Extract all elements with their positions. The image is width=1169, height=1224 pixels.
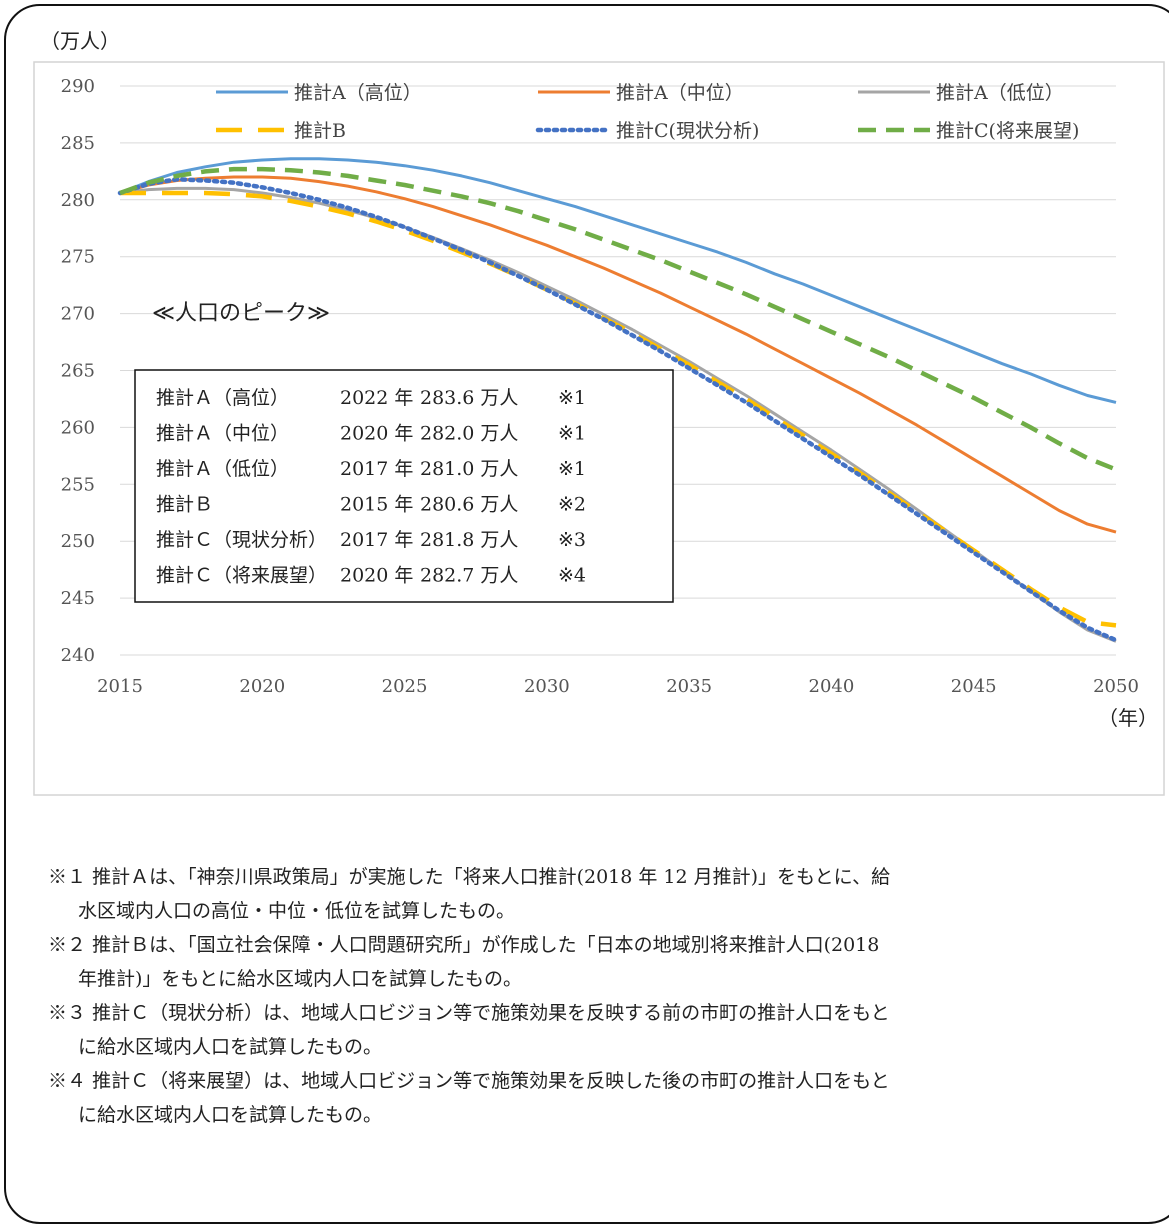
y-tick-label: 260 <box>61 417 95 438</box>
y-tick-label: 240 <box>61 645 95 666</box>
x-tick-label: 2015 <box>97 676 143 697</box>
peak-row-label: 推計Ａ（高位） <box>156 387 289 409</box>
y-tick-label: 270 <box>61 304 95 325</box>
y-tick-label: 285 <box>61 133 95 154</box>
peak-row-value: 283.6 万人 <box>420 387 518 409</box>
legend-label-3: 推計B <box>294 120 346 142</box>
peak-row-year: 2020 年 <box>340 565 413 587</box>
peak-row-label: 推計Ｃ（将来展望） <box>156 565 327 587</box>
x-tick-label: 2035 <box>666 676 712 697</box>
y-tick-label: 255 <box>61 474 95 495</box>
peak-row-value: 280.6 万人 <box>420 494 518 516</box>
peak-row-value: 282.0 万人 <box>420 423 518 445</box>
y-unit-label: （万人） <box>40 29 120 53</box>
legend-label-0: 推計A（高位） <box>294 82 422 104</box>
peak-row-year: 2015 年 <box>340 494 413 516</box>
x-tick-label: 2030 <box>524 676 570 697</box>
y-tick-label: 290 <box>61 76 95 97</box>
peak-row-label: 推計Ｂ <box>156 494 213 516</box>
footnote-4: ※４ 推計Ｃ（将来展望）は、地域人口ビジョン等で施策効果を反映した後の市町の推計… <box>48 1070 890 1126</box>
y-tick-label: 280 <box>61 190 95 211</box>
peak-row-value: 282.7 万人 <box>420 565 518 587</box>
peak-row-year: 2020 年 <box>340 423 413 445</box>
footnote-3: ※３ 推計Ｃ（現状分析）は、地域人口ビジョン等で施策効果を反映する前の市町の推計… <box>48 1002 890 1058</box>
peak-row-label: 推計Ａ（低位） <box>156 458 289 480</box>
peak-row-year: 2017 年 <box>340 529 413 551</box>
peak-row-note: ※1 <box>558 387 586 409</box>
y-tick-label: 250 <box>61 531 95 552</box>
series-line-4 <box>117 177 1119 643</box>
peak-row-note: ※1 <box>558 458 586 480</box>
peak-row-year: 2017 年 <box>340 458 413 480</box>
footnote-1: ※１ 推計Ａは、「神奈川県政策局」が実施した「将来人口推計(2018 年 12 … <box>48 866 891 922</box>
peak-row-year: 2022 年 <box>340 387 413 409</box>
peak-row-label: 推計Ｃ（現状分析） <box>156 529 327 551</box>
peak-row-note: ※3 <box>558 529 586 551</box>
peak-row-label: 推計Ａ（中位） <box>156 423 289 445</box>
legend-label-1: 推計A（中位） <box>616 82 744 104</box>
population-chart: （万人）290285280275270265260255250245240201… <box>33 29 1165 796</box>
legend-label-5: 推計C(将来展望) <box>936 120 1079 142</box>
series-line-1 <box>119 175 1117 534</box>
peak-row-note: ※4 <box>558 565 586 587</box>
footnotes: ※１ 推計Ａは、「神奈川県政策局」が実施した「将来人口推計(2018 年 12 … <box>48 860 1148 1132</box>
y-tick-label: 275 <box>61 247 95 268</box>
y-tick-label: 245 <box>61 588 95 609</box>
legend-label-2: 推計A（低位） <box>936 82 1064 104</box>
legend-label-4: 推計C(現状分析) <box>616 120 759 142</box>
footnote-2: ※２ 推計Ｂは、「国立社会保障・人口問題研究所」が作成した「日本の地域別将来推計… <box>48 934 880 990</box>
series-line-2 <box>119 186 1117 643</box>
peak-row-value: 281.8 万人 <box>420 529 518 551</box>
x-tick-label: 2020 <box>239 676 285 697</box>
peak-row-value: 281.0 万人 <box>420 458 518 480</box>
series-line-0 <box>119 157 1117 404</box>
x-tick-label: 2040 <box>809 676 855 697</box>
series-line-5 <box>119 166 1117 472</box>
peak-row-note: ※1 <box>558 423 586 445</box>
x-tick-label: 2025 <box>382 676 428 697</box>
x-tick-label: 2045 <box>951 676 997 697</box>
x-tick-label: 2050 <box>1093 676 1139 697</box>
peak-annotation-title: ≪人口のピーク≫ <box>152 301 330 326</box>
x-unit-label: （年） <box>1098 706 1158 730</box>
peak-table <box>134 369 674 603</box>
y-tick-label: 265 <box>61 361 95 382</box>
peak-row-note: ※2 <box>558 494 586 516</box>
